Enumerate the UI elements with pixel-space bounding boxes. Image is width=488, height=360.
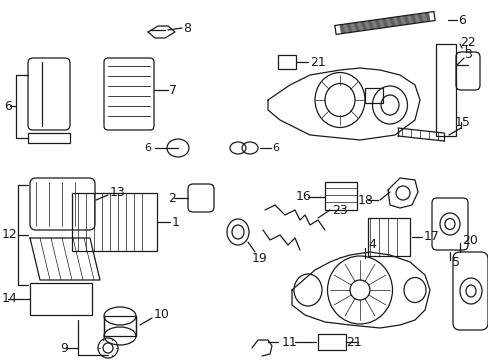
Text: 23: 23 xyxy=(331,203,347,216)
Bar xyxy=(104,316,136,336)
Bar xyxy=(325,182,356,210)
Bar xyxy=(28,133,70,143)
Text: 7: 7 xyxy=(169,84,177,96)
Bar xyxy=(367,218,409,256)
Text: 4: 4 xyxy=(367,238,375,252)
Bar xyxy=(72,193,157,251)
Text: 20: 20 xyxy=(461,234,477,247)
Text: 18: 18 xyxy=(357,194,373,207)
Text: 6: 6 xyxy=(4,99,12,112)
Text: 21: 21 xyxy=(309,55,325,68)
Text: 11: 11 xyxy=(282,336,297,348)
Text: 6: 6 xyxy=(143,143,151,153)
Bar xyxy=(278,55,295,69)
Text: 14: 14 xyxy=(2,292,18,306)
Text: 6: 6 xyxy=(457,13,465,27)
Text: 15: 15 xyxy=(454,116,470,129)
Text: 10: 10 xyxy=(154,309,169,321)
Text: 22: 22 xyxy=(459,36,475,49)
Text: 16: 16 xyxy=(295,190,311,203)
Text: 17: 17 xyxy=(423,230,439,243)
Text: 8: 8 xyxy=(183,22,191,35)
Bar xyxy=(435,44,455,136)
Bar xyxy=(364,88,382,103)
Text: 9: 9 xyxy=(60,342,68,355)
Text: 3: 3 xyxy=(463,49,471,62)
Text: 6: 6 xyxy=(271,143,279,153)
Text: 2: 2 xyxy=(168,192,176,204)
Text: 5: 5 xyxy=(451,256,459,270)
Text: 12: 12 xyxy=(2,229,18,242)
Bar xyxy=(317,334,346,350)
Text: 1: 1 xyxy=(172,216,180,229)
Text: 21: 21 xyxy=(346,336,361,348)
Text: 19: 19 xyxy=(251,252,267,265)
Bar xyxy=(30,283,92,315)
Text: 13: 13 xyxy=(110,185,125,198)
